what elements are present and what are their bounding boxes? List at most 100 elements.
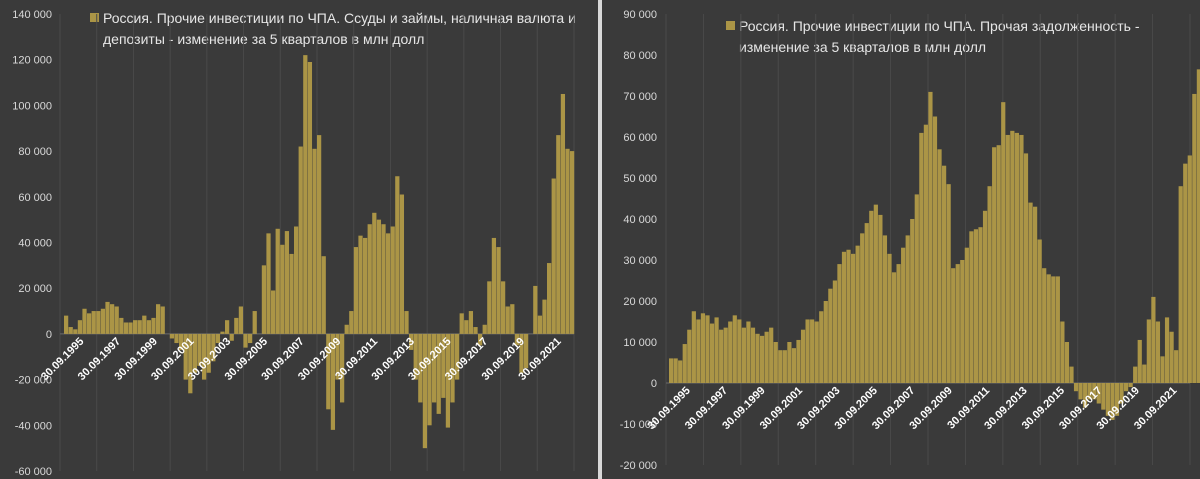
bar <box>363 237 368 334</box>
bar <box>1151 296 1156 383</box>
bar <box>367 224 372 334</box>
bar <box>409 333 414 350</box>
bar <box>501 281 506 334</box>
bar <box>687 329 692 383</box>
bar <box>321 256 326 334</box>
bar <box>937 149 942 383</box>
y-tick-label: 20 000 <box>18 283 52 295</box>
bar <box>478 333 483 346</box>
bar <box>225 320 230 334</box>
legend-swatch <box>726 21 735 30</box>
bar <box>673 358 678 383</box>
bar <box>741 327 746 383</box>
bar <box>519 333 524 373</box>
bar <box>468 311 474 334</box>
bar <box>179 333 184 350</box>
bar <box>491 237 497 334</box>
bar <box>432 333 437 403</box>
bar <box>946 184 951 383</box>
y-tick-label: 140 000 <box>12 9 52 21</box>
bar <box>760 335 765 383</box>
bar <box>252 311 257 334</box>
bar <box>556 135 561 334</box>
bar <box>691 311 696 383</box>
bar <box>372 212 377 334</box>
bar <box>445 333 451 428</box>
legend: Россия. Прочие инвестиции по ЧПА. Прочая… <box>726 18 1140 55</box>
bar <box>996 145 1001 383</box>
bar <box>202 333 207 380</box>
x-axis-tick-labels: 30.09.199530.09.199730.09.199930.09.2001… <box>39 336 564 383</box>
bar <box>390 226 395 334</box>
bar <box>137 320 142 334</box>
bar <box>1110 383 1115 420</box>
bar <box>764 331 769 383</box>
bar <box>381 224 386 334</box>
y-tick-label: 120 000 <box>12 55 52 67</box>
bar <box>349 311 354 334</box>
bar <box>1033 206 1038 383</box>
bar <box>769 327 774 383</box>
y-tick-label: 100 000 <box>12 100 52 112</box>
chart-svg-other-debt: Россия. Прочие инвестиции по ЧПА. Прочая… <box>620 9 1200 472</box>
legend-text-line-2: депозиты - изменение за 5 кварталов в мл… <box>103 31 424 47</box>
bar <box>537 315 543 334</box>
bar <box>119 317 124 334</box>
bar <box>317 135 322 334</box>
bar <box>1146 319 1151 383</box>
bar <box>358 235 363 334</box>
bar <box>723 327 728 383</box>
bar <box>206 333 211 373</box>
bar <box>1178 186 1183 383</box>
bar <box>800 329 806 383</box>
bar <box>1133 366 1138 383</box>
bar <box>1142 364 1147 383</box>
bar <box>951 268 956 383</box>
bar <box>1196 69 1200 383</box>
chart-panel-loans-deposits: Россия. Прочие инвестиции по ЧПА. Ссуды … <box>0 0 598 479</box>
y-tick-label: 80 000 <box>18 146 52 158</box>
bar <box>896 264 901 383</box>
bar <box>422 333 428 449</box>
bar <box>728 321 733 383</box>
bar <box>682 344 687 383</box>
bar <box>705 315 710 383</box>
bar <box>542 299 547 334</box>
bar <box>1128 383 1133 388</box>
bar <box>855 245 860 383</box>
bar <box>1101 383 1106 410</box>
bar <box>955 264 960 383</box>
chart-svg-loans-deposits: Россия. Прочие инвестиции по ЧПА. Ссуды … <box>12 9 576 478</box>
bar <box>1073 383 1079 392</box>
bar <box>1005 134 1010 383</box>
bar <box>87 313 92 334</box>
bar <box>344 324 349 334</box>
bar <box>243 333 248 348</box>
bar <box>755 333 760 383</box>
bar <box>514 333 520 346</box>
bar <box>864 223 869 383</box>
bar <box>805 319 810 383</box>
y-tick-label: 40 000 <box>18 238 52 250</box>
bar <box>128 322 133 334</box>
bar <box>1174 350 1179 383</box>
bar <box>919 132 924 383</box>
bar <box>810 319 815 383</box>
bar <box>441 333 446 398</box>
bar <box>91 311 96 334</box>
bar <box>982 210 988 383</box>
y-tick-label: -40 000 <box>15 420 52 432</box>
legend-text-line-1: Россия. Прочие инвестиции по ЧПА. Ссуды … <box>103 10 576 26</box>
bar <box>77 320 83 334</box>
bar <box>271 290 276 334</box>
bar <box>215 333 221 344</box>
bar <box>932 116 938 383</box>
bar <box>146 320 152 334</box>
bar <box>910 219 915 383</box>
y-tick-label: -20 000 <box>15 375 52 387</box>
bar <box>973 229 979 383</box>
bar <box>211 333 216 362</box>
bar <box>114 306 119 334</box>
bar <box>1169 331 1174 383</box>
bar <box>832 280 837 383</box>
